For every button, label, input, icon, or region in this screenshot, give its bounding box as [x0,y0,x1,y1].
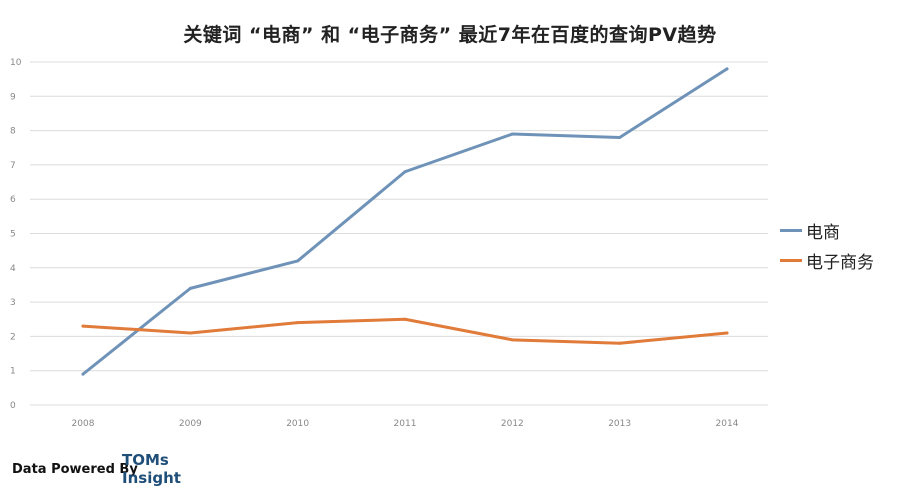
y-tick-label: 6 [10,195,16,205]
series-line-0 [81,67,729,376]
y-tick-label: 8 [10,127,16,137]
legend-swatch [780,258,802,262]
series-line-1 [81,317,729,345]
x-tick-label: 2013 [608,419,631,429]
data-point [725,331,729,335]
chart-title: 关键词 “电商” 和 “电子商务” 最近7年在百度的查询PV趋势 [183,24,717,46]
x-tick-label: 2008 [72,419,95,429]
gridlines [30,61,768,406]
data-point [403,317,407,321]
data-point [510,132,514,136]
y-tick-label: 1 [10,367,16,377]
data-point [296,321,300,325]
x-tick-label: 2014 [716,419,739,429]
y-tick-label: 4 [10,264,16,274]
x-tick-label: 2009 [179,419,202,429]
data-point [403,170,407,174]
series-lines [81,67,729,376]
x-tick-label: 2010 [286,419,309,429]
data-point [188,331,192,335]
y-tick-label: 0 [10,401,16,411]
y-axis-ticks: 0 1 2 3 4 5 6 7 8 9 10 [10,58,22,411]
data-point [510,338,514,342]
legend-label: 电商 [806,222,840,243]
data-point [725,67,729,71]
x-axis-ticks: 2008 2009 2010 2011 2012 2013 2014 [72,419,739,429]
legend: 电商 电子商务 [780,215,874,275]
y-tick-label: 9 [10,92,16,102]
y-tick-label: 2 [10,332,16,342]
brand-logo-text: TOMs Insight [122,451,181,487]
x-tick-label: 2012 [501,419,524,429]
y-tick-label: 7 [10,161,16,171]
data-point [618,341,622,345]
x-tick-label: 2011 [394,419,417,429]
y-tick-label: 3 [10,298,16,308]
data-point [188,286,192,290]
y-tick-label: 5 [10,230,16,240]
data-point [618,135,622,139]
data-powered-by-label: Data Powered By [12,462,138,477]
legend-item-dianshang: 电商 [780,215,874,245]
legend-swatch [780,228,802,232]
data-point [81,324,85,328]
brand-line-2: Insight [122,469,181,487]
legend-label: 电子商务 [806,252,874,273]
brand-line-1: TOMs [122,451,169,469]
legend-item-dianzishangwu: 电子商务 [780,245,874,275]
data-point [81,372,85,376]
y-tick-label: 10 [10,58,22,68]
data-point [296,259,300,263]
